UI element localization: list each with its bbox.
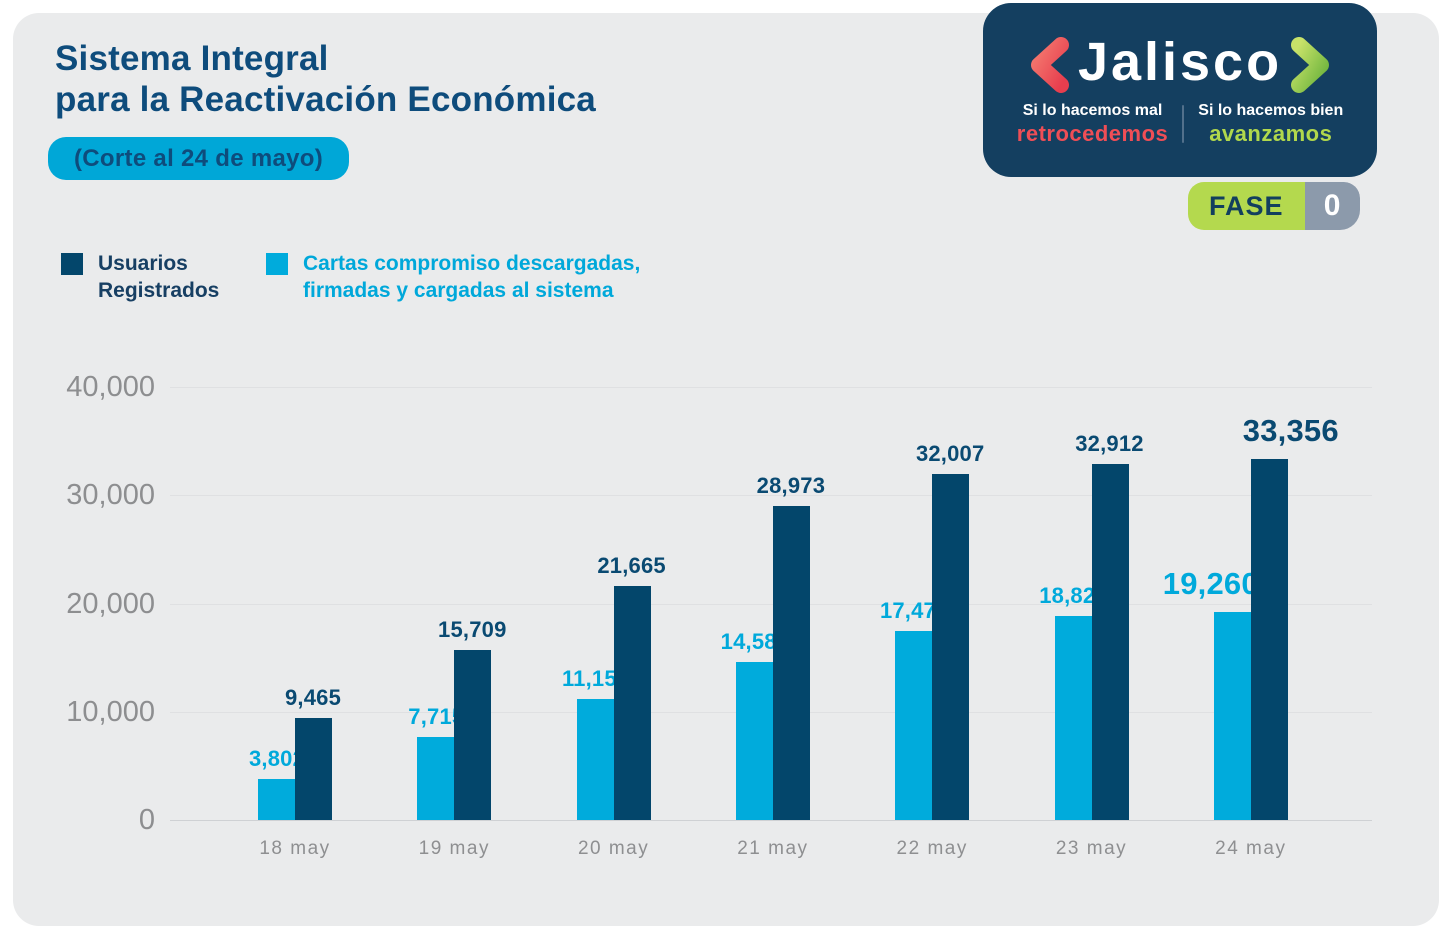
page-title-line1: Sistema Integral — [55, 39, 329, 78]
jalisco-wordmark: Jalisco — [1077, 32, 1283, 93]
y-axis-tick-label: 40,000 — [66, 371, 155, 403]
jalisco-taglines: Si lo hacemos mal retrocedemos Si lo hac… — [1017, 102, 1343, 146]
legend-label-cartas: Cartas compromiso descargadas, firmadas … — [303, 250, 640, 305]
gridline-40000 — [170, 387, 1372, 388]
x-axis-label-2: 20 may — [577, 838, 650, 859]
green-right-chevron-icon — [1291, 37, 1330, 94]
x-axis-label-6: 24 may — [1215, 838, 1287, 859]
tagline-divider — [1182, 105, 1185, 143]
legend-label-cartas-line2: firmadas y cargadas al sistema — [303, 279, 614, 303]
bar-value-label-cartas-compromiso-6: 19,260 — [1162, 565, 1259, 601]
red-left-chevron-icon — [1030, 37, 1069, 94]
jalisco-wordmark-row: Jalisco — [1028, 32, 1332, 94]
bar-value-label-usuarios-registrados-5: 32,912 — [1075, 430, 1144, 456]
y-axis-tick-label: 20,000 — [66, 587, 155, 620]
tagline-right-line2: avanzamos — [1209, 120, 1333, 146]
fase-badge: FASE 0 — [1188, 182, 1360, 230]
x-axis-label-0: 18 may — [259, 838, 331, 859]
bar-cartas-compromiso-4 — [895, 630, 933, 820]
y-axis-tick-label: 10,000 — [66, 695, 155, 728]
bar-value-label-usuarios-registrados-2: 21,665 — [597, 552, 666, 578]
x-axis-label-4: 22 may — [896, 838, 968, 859]
gridline-20000 — [170, 603, 1372, 605]
bar-usuarios-registrados-5 — [1091, 463, 1129, 820]
bar-usuarios-registrados-1 — [454, 650, 492, 820]
bar-cartas-compromiso-0 — [258, 778, 295, 820]
gridline-0 — [170, 820, 1372, 821]
jalisco-logo-card: Jalisco Si lo hacemos mal retrocedemos S… — [983, 3, 1377, 177]
legend-label-usuarios-line2: Registrados — [98, 279, 220, 303]
page-title: Sistema Integral para la Reactivación Ec… — [55, 38, 596, 121]
x-axis-label-1: 19 may — [418, 838, 490, 859]
bar-cartas-compromiso-3 — [735, 662, 773, 820]
tagline-left: Si lo hacemos mal retrocedemos — [1017, 102, 1169, 146]
bar-usuarios-registrados-3 — [772, 506, 810, 820]
bar-usuarios-registrados-0 — [295, 717, 332, 820]
tagline-left-line1: Si lo hacemos mal — [1022, 102, 1163, 120]
bar-value-label-usuarios-registrados-6: 33,356 — [1242, 412, 1339, 448]
fase-badge-value: 0 — [1304, 182, 1360, 230]
legend-label-cartas-line1: Cartas compromiso descargadas, — [303, 252, 641, 275]
page-title-line2: para la Reactivación Económica — [55, 80, 596, 120]
legend-swatch-cartas — [266, 253, 288, 275]
bar-value-label-usuarios-registrados-3: 28,973 — [756, 473, 826, 499]
bar-value-label-usuarios-registrados-0: 9,465 — [284, 684, 342, 710]
bar-cartas-compromiso-6 — [1213, 611, 1251, 820]
tagline-left-line2: retrocedemos — [1016, 120, 1169, 146]
fase-badge-label: FASE — [1188, 182, 1305, 230]
x-axis-label-5: 23 may — [1055, 838, 1128, 859]
tagline-right: Si lo hacemos bien avanzamos — [1198, 102, 1343, 146]
bar-cartas-compromiso-5 — [1054, 616, 1092, 820]
bar-cartas-compromiso-1 — [417, 736, 455, 820]
bar-cartas-compromiso-2 — [576, 699, 614, 820]
date-cutoff-badge: (Corte al 24 de mayo) — [48, 137, 350, 180]
legend-label-usuarios-line1: Usuarios — [98, 252, 188, 275]
y-axis-tick-label: 0 — [138, 804, 155, 836]
bar-value-label-usuarios-registrados-1: 15,709 — [438, 617, 507, 642]
y-axis-tick-label: 30,000 — [66, 479, 155, 512]
bar-usuarios-registrados-2 — [613, 585, 651, 820]
legend-label-usuarios: Usuarios Registrados — [98, 250, 219, 305]
bar-usuarios-registrados-6 — [1250, 458, 1288, 820]
legend-swatch-usuarios — [61, 253, 83, 275]
bar-value-label-usuarios-registrados-4: 32,007 — [915, 440, 985, 466]
bar-usuarios-registrados-4 — [932, 473, 970, 820]
x-axis-label-3: 21 may — [737, 838, 809, 859]
gridline-30000 — [170, 495, 1372, 497]
tagline-right-line1: Si lo hacemos bien — [1198, 102, 1344, 120]
